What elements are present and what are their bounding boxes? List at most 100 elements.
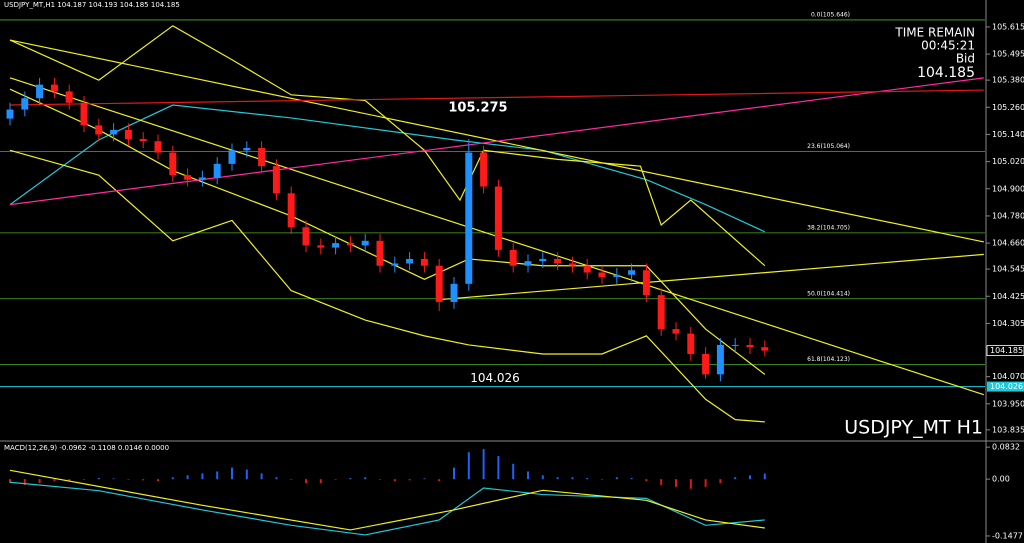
candle-body xyxy=(761,347,769,351)
indicator-line xyxy=(9,25,766,267)
histogram-bar xyxy=(408,479,411,481)
candle-body xyxy=(716,344,724,375)
candle-body xyxy=(124,129,132,139)
histogram-bar xyxy=(689,479,692,489)
histogram-bar xyxy=(734,477,737,480)
fib-label: 38.2(104.705) xyxy=(807,224,850,231)
candle-body xyxy=(465,152,473,284)
candle-body xyxy=(731,344,739,346)
histogram-bar xyxy=(660,479,663,485)
candle-body xyxy=(50,84,58,92)
y-tick-label: 105.260 xyxy=(992,103,1024,112)
histogram-bar xyxy=(438,479,441,482)
histogram-bar xyxy=(23,479,26,485)
bid-box xyxy=(986,345,1024,356)
histogram-bar xyxy=(393,479,396,482)
candle-body xyxy=(332,243,340,248)
bid-label: Bid xyxy=(956,52,975,66)
candle-body xyxy=(420,258,428,266)
y-tick-label: 104.900 xyxy=(992,184,1024,193)
histogram-bar xyxy=(216,471,219,480)
fib-label: 61.8(104.123) xyxy=(807,356,850,363)
time-remain: 00:45:21 xyxy=(921,39,975,53)
indicator-line xyxy=(9,104,766,233)
candle-body xyxy=(628,270,636,275)
y-tick-label: 0.0832 xyxy=(992,443,1020,452)
candle-body xyxy=(80,102,88,126)
chart-header: USDJPY_MT,H1 104.187 104.193 104.185 104… xyxy=(4,1,180,9)
histogram-bar xyxy=(260,473,263,480)
candle-body xyxy=(110,129,118,135)
candle-body xyxy=(435,265,443,302)
candle-body xyxy=(317,245,325,248)
candle-body xyxy=(746,344,754,348)
histogram-bar xyxy=(497,456,500,480)
histogram-bar xyxy=(319,479,322,483)
histogram-bar xyxy=(527,471,529,480)
symbol-label: USDJPY_MT H1 xyxy=(844,417,983,439)
candle-body xyxy=(154,141,162,153)
candle-body xyxy=(302,227,310,246)
candle-body xyxy=(228,150,236,164)
histogram-bar xyxy=(142,479,145,481)
histogram-bar xyxy=(231,467,233,480)
candle-body xyxy=(554,258,562,264)
histogram-bar xyxy=(334,479,337,480)
peak-label: 105.275 xyxy=(448,100,507,115)
candle-body xyxy=(480,152,488,187)
histogram-bar xyxy=(68,479,71,482)
histogram-bar xyxy=(704,479,707,487)
candle-body xyxy=(687,333,695,354)
histogram-bar xyxy=(186,475,189,480)
y-tick-label: 104.545 xyxy=(992,265,1024,274)
histogram-bar xyxy=(512,463,515,480)
histogram-bar xyxy=(305,479,307,483)
time-remain-label: TIME REMAIN xyxy=(894,26,975,40)
candle-body xyxy=(361,240,369,246)
histogram-bar xyxy=(171,477,174,480)
indicator-line xyxy=(9,77,984,206)
histogram-bar xyxy=(423,478,426,480)
candle-body xyxy=(65,91,73,103)
candle-body xyxy=(450,283,458,302)
candle-body xyxy=(21,98,29,110)
indicator-line xyxy=(9,88,766,375)
histogram-bar xyxy=(97,478,100,480)
candle-body xyxy=(524,261,532,266)
bid-box-label: 104.185 xyxy=(990,346,1023,355)
histogram-bar xyxy=(453,467,455,480)
histogram-bar xyxy=(157,479,159,482)
candle-body xyxy=(184,175,192,180)
indicator-line xyxy=(9,149,765,423)
candle-body xyxy=(287,193,295,228)
candle-body xyxy=(243,148,251,151)
histogram-bar xyxy=(482,449,485,480)
histogram-bar xyxy=(201,473,204,480)
y-tick-label: -0.1477 xyxy=(992,531,1023,540)
indicator-line xyxy=(439,253,984,301)
candle-body xyxy=(406,258,414,264)
fib-label: 50.0(104.414) xyxy=(807,290,850,297)
histogram-bar xyxy=(601,479,603,480)
candle-body xyxy=(36,84,44,99)
histogram-bar xyxy=(290,479,293,480)
histogram-bar xyxy=(541,475,544,480)
histogram-bar xyxy=(364,477,367,480)
indicator-line xyxy=(9,469,765,531)
candle-body xyxy=(583,265,591,273)
histogram-bar xyxy=(719,479,722,483)
y-tick-label: 104.070 xyxy=(992,372,1024,381)
candle-body xyxy=(346,243,354,246)
candle-body xyxy=(613,274,621,278)
histogram-bar xyxy=(83,479,85,480)
y-tick-label: 105.495 xyxy=(992,50,1024,59)
histogram-bar xyxy=(127,479,130,480)
candle-body xyxy=(6,109,14,119)
y-tick-label: 0.00 xyxy=(992,475,1010,484)
candle-body xyxy=(95,125,103,135)
candle-body xyxy=(272,166,280,194)
histogram-bar xyxy=(615,477,618,480)
candle-body xyxy=(258,148,266,167)
y-tick-label: 103.950 xyxy=(992,399,1024,408)
